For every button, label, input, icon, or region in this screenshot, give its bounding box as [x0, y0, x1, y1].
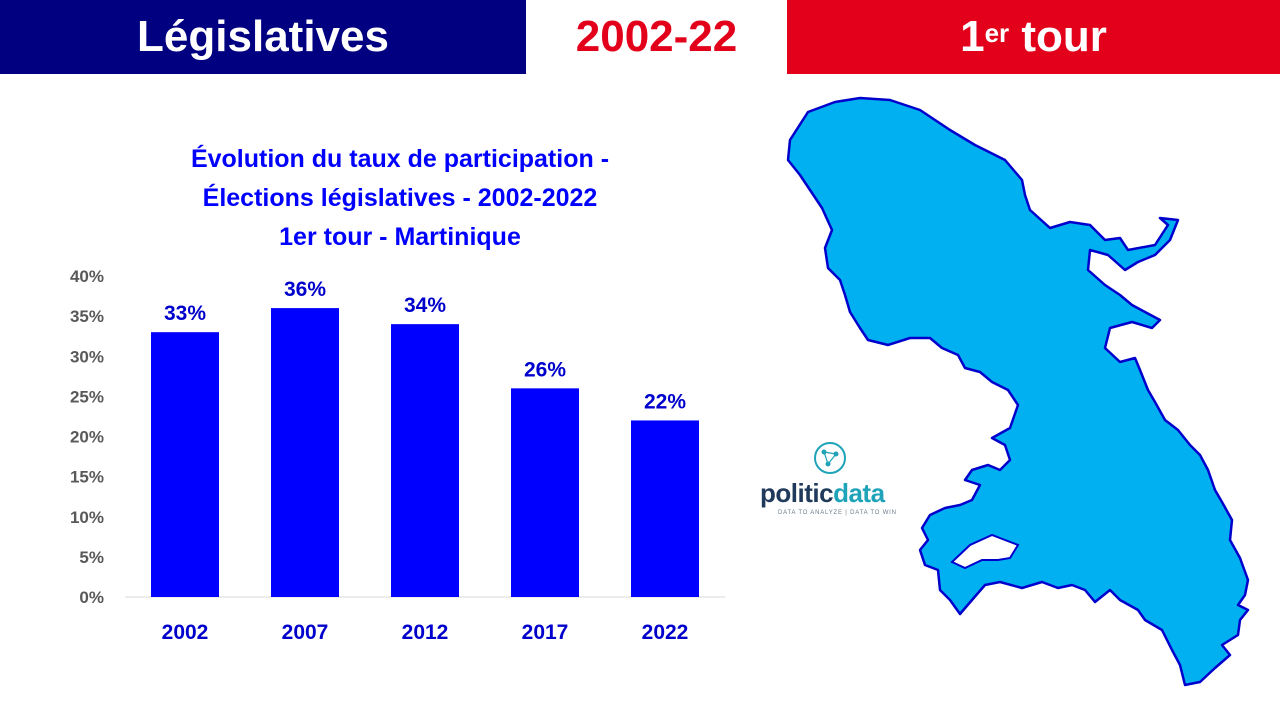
x-tick-label: 2002: [162, 621, 209, 644]
bar-value-label: 22%: [644, 390, 686, 413]
banner-title: Législatives: [0, 0, 526, 74]
banner-round-tail: tour: [1009, 12, 1107, 61]
y-tick-label: 10%: [70, 508, 104, 527]
network-globe-icon: [814, 442, 846, 474]
chart-title: Évolution du taux de participation - Éle…: [100, 140, 700, 257]
martinique-island-shape: [786, 96, 1250, 687]
x-tick-label: 2012: [402, 621, 449, 644]
banner-title-text: Législatives: [137, 12, 389, 61]
bar-value-label: 34%: [404, 294, 446, 317]
y-tick-label: 20%: [70, 428, 104, 447]
y-tick-label: 25%: [70, 387, 104, 406]
martinique-map: [786, 96, 1250, 687]
bar-value-label: 36%: [284, 278, 326, 301]
y-tick-label: 15%: [70, 468, 104, 487]
banner-round-sup: er: [984, 17, 1010, 48]
y-tick-label: 5%: [79, 548, 104, 567]
bar: [631, 420, 699, 597]
banner-round-number: 1: [960, 12, 985, 61]
logo-word-politic: politic: [760, 478, 834, 508]
chart-title-line-1: Évolution du taux de participation -: [190, 145, 610, 173]
chart-title-line-2: Élections législatives - 2002-2022: [202, 184, 598, 212]
y-tick-label: 40%: [70, 267, 104, 286]
politicdata-logo: politicdata DATA TO ANALYZE | DATA TO WI…: [760, 440, 900, 520]
bar: [271, 308, 339, 597]
participation-bar-chart: 0% 5% 10% 15% 20% 25% 30% 35% 40% 33% 2002 36% 2007 3…: [70, 267, 725, 644]
banner-years-text: 2002-22: [575, 12, 738, 61]
logo-wordmark: politicdata: [760, 478, 885, 509]
bar: [511, 388, 579, 597]
x-tick-label: 2007: [282, 621, 329, 644]
logo-word-data: data: [833, 478, 885, 508]
banner-round: 1 er tour: [787, 0, 1280, 74]
x-tick-label: 2022: [642, 621, 689, 644]
bar-value-label: 33%: [164, 302, 206, 325]
y-tick-label: 0%: [79, 588, 104, 607]
bar: [391, 324, 459, 597]
x-tick-label: 2017: [522, 621, 569, 644]
bar: [151, 332, 219, 597]
martinique-bay-shape: [950, 533, 1020, 570]
bar-value-label: 26%: [524, 358, 566, 381]
y-tick-label: 35%: [70, 307, 104, 326]
logo-tagline: DATA TO ANALYZE | DATA TO WIN: [778, 510, 897, 516]
chart-title-line-3: 1er tour - Martinique: [279, 223, 521, 251]
y-tick-label: 30%: [70, 347, 104, 366]
banner-years: 2002-22: [526, 0, 787, 74]
